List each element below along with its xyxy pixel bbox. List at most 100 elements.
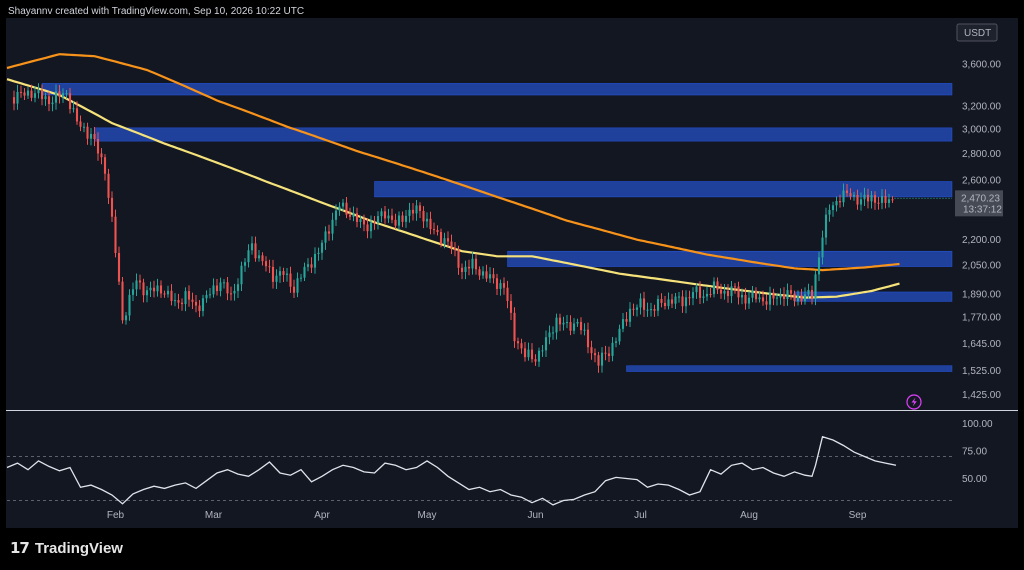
tradingview-brand-name: TradingView bbox=[34, 539, 123, 557]
candle-up bbox=[600, 352, 604, 366]
price-axis[interactable]: 3,600.00 3,200.00 3,000.00 2,800.00 2,600.00… bbox=[955, 23, 1003, 401]
price-tick-label: 1,645.00 bbox=[962, 339, 1001, 350]
time-tick-label: Sep bbox=[849, 510, 867, 521]
candle-up bbox=[89, 133, 93, 139]
candle-down bbox=[121, 281, 124, 321]
candle-down bbox=[800, 295, 803, 302]
candle-down bbox=[579, 321, 583, 331]
candle-up bbox=[471, 258, 474, 269]
candle-down bbox=[737, 286, 740, 298]
candle-down bbox=[96, 139, 100, 154]
candle-down bbox=[373, 222, 376, 224]
candle-down bbox=[394, 219, 397, 226]
candle-down bbox=[597, 355, 600, 366]
candle-up bbox=[380, 211, 383, 217]
candle-up bbox=[712, 281, 716, 295]
candle-up bbox=[723, 290, 726, 294]
candle-up bbox=[667, 299, 670, 307]
time-tick-label: Apr bbox=[314, 510, 330, 521]
tradingview-logo-mark: 17 bbox=[10, 539, 30, 557]
candles-layer bbox=[12, 83, 952, 373]
axis-overlay bbox=[906, 394, 922, 410]
rsi-line bbox=[6, 435, 897, 506]
rsi-pane bbox=[6, 435, 952, 506]
candle-up bbox=[481, 271, 485, 276]
candle-countdown-label: 13:37:12 bbox=[963, 204, 1002, 215]
candle-up bbox=[278, 271, 282, 276]
candle-down bbox=[170, 290, 173, 301]
candle-down bbox=[429, 218, 432, 230]
current-price-label-box bbox=[955, 190, 1003, 217]
candle-down bbox=[569, 322, 572, 331]
rsi-tick-label: 75.00 bbox=[962, 447, 987, 458]
candle-down bbox=[152, 287, 156, 292]
candle-up bbox=[695, 286, 698, 293]
candle-up bbox=[408, 209, 411, 216]
currency-label-box bbox=[956, 23, 998, 42]
candle-down bbox=[194, 301, 198, 306]
moving-average-long-line bbox=[6, 53, 900, 272]
candle-down bbox=[460, 267, 464, 272]
candle-down bbox=[254, 243, 257, 259]
candle-up bbox=[250, 243, 254, 251]
candle-up bbox=[324, 231, 327, 243]
candle-up bbox=[128, 294, 131, 316]
candle-down bbox=[75, 108, 79, 122]
candle-down bbox=[68, 93, 72, 110]
candle-down bbox=[516, 341, 520, 344]
candle-down bbox=[198, 305, 201, 312]
candle-up bbox=[54, 91, 58, 103]
candle-down bbox=[733, 286, 737, 288]
candle-down bbox=[485, 271, 488, 279]
candle-down bbox=[586, 329, 590, 348]
candle-down bbox=[709, 293, 712, 295]
price-tick-label: 3,600.00 bbox=[962, 60, 1001, 71]
candle-down bbox=[310, 264, 313, 268]
time-tick-label: Jul bbox=[634, 510, 647, 521]
candle-down bbox=[558, 317, 562, 325]
candle-down bbox=[590, 347, 593, 354]
candle-up bbox=[779, 294, 782, 298]
candle-up bbox=[565, 322, 569, 324]
candle-up bbox=[369, 222, 373, 232]
candle-up bbox=[548, 332, 551, 338]
candle-up bbox=[247, 250, 250, 263]
support-resistance-zone-1 bbox=[41, 83, 953, 96]
candle-down bbox=[467, 266, 471, 269]
candle-down bbox=[93, 133, 96, 140]
candle-up bbox=[649, 309, 653, 311]
candle-down bbox=[411, 209, 415, 214]
candle-up bbox=[166, 290, 170, 295]
candle-up bbox=[537, 350, 541, 362]
candle-up bbox=[887, 199, 891, 203]
time-axis[interactable]: Feb Mar Apr May Jun Jul Aug Sep bbox=[107, 510, 867, 521]
candle-up bbox=[208, 294, 212, 296]
candle-down bbox=[891, 199, 894, 201]
rsi-axis[interactable]: 100.00 75.00 50.00 bbox=[962, 419, 993, 485]
candle-up bbox=[201, 298, 205, 312]
candle-down bbox=[474, 258, 478, 270]
candle-up bbox=[684, 297, 688, 307]
moving-averages bbox=[6, 53, 900, 299]
current-price-label: 2,470.23 bbox=[961, 193, 1000, 204]
candle-up bbox=[527, 349, 530, 358]
candle-down bbox=[660, 298, 663, 303]
candle-up bbox=[317, 252, 320, 255]
candle-down bbox=[716, 281, 719, 290]
moving-average-short-line bbox=[6, 78, 900, 299]
candle-up bbox=[674, 296, 677, 304]
candle-down bbox=[362, 219, 366, 225]
candle-up bbox=[219, 282, 222, 292]
candle-up bbox=[464, 266, 467, 272]
candle-down bbox=[772, 292, 775, 299]
candle-up bbox=[331, 219, 334, 234]
candle-up bbox=[443, 238, 446, 244]
candle-down bbox=[663, 302, 667, 307]
candle-up bbox=[352, 213, 355, 217]
candle-up bbox=[488, 274, 492, 279]
candle-up bbox=[691, 292, 695, 299]
candle-up bbox=[852, 194, 856, 197]
candle-up bbox=[233, 290, 236, 294]
candle-down bbox=[877, 202, 880, 204]
